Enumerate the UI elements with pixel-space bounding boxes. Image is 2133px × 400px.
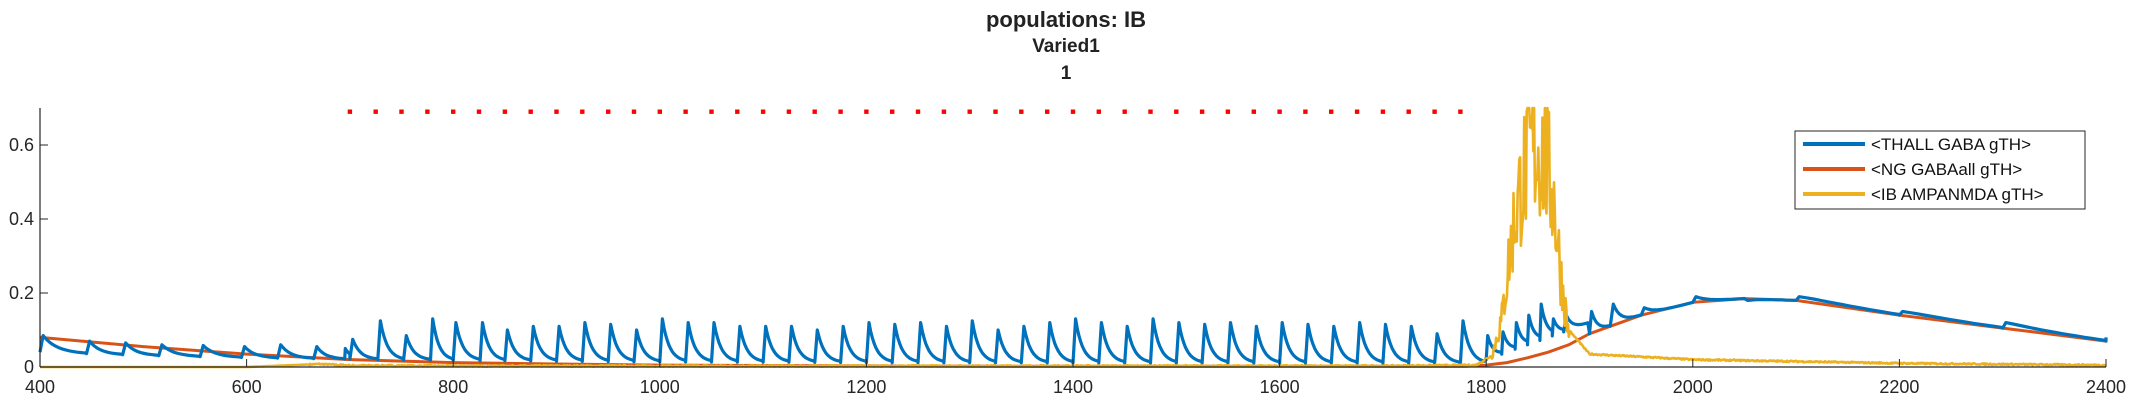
stimulus-marker [347,109,353,114]
x-tick-label: 600 [232,377,262,397]
x-tick-label: 1200 [846,377,886,397]
series-line-thall [38,295,2108,365]
stimulus-marker [760,109,766,114]
stimulus-marker [1019,109,1024,114]
stimulus-marker [915,109,921,114]
y-ticks: 0 0.2 0.4 0.6 [9,135,48,377]
legend: <THALL GABA gTH> <NG GABAall gTH> <IB AM… [1794,130,2086,210]
stimulus-marker [1303,109,1308,114]
stimulus-marker [838,109,843,114]
stimulus-marker [683,109,688,114]
stimulus-marker [1225,109,1231,114]
stimulus-marker [709,109,714,114]
axes: 400 600 800 1000 1200 1400 1600 1800 2000 2200 240… [9,108,2126,397]
stimulus-marker [1174,109,1179,114]
legend-label-ib: <IB AMPANMDA gTH> [1871,185,2044,204]
stimulus-marker [554,109,559,114]
stimulus-marker [373,109,378,114]
stimulus-marker [606,109,611,114]
stimulus-marker [1432,109,1437,114]
x-tick-label: 1800 [1466,377,1506,397]
stimulus-marker [1277,109,1282,114]
stimulus-marker [425,109,430,114]
stimulus-marker [735,109,740,114]
stimulus-marker [657,109,662,114]
chart-title: populations: IB [986,7,1146,32]
x-tick-label: 1000 [640,377,680,397]
stimulus-marker [1251,109,1256,114]
y-tick-label: 0.4 [9,209,34,229]
stimulus-marker [1122,109,1127,114]
stimulus-marker [812,109,817,114]
chart-subtitle: Varied1 [1032,36,1100,57]
stimulus-marker [786,109,792,114]
stimulus-marker [1406,109,1411,114]
legend-label-thall: <THALL GABA gTH> [1871,135,2031,154]
x-tick-label: 2200 [1879,377,1919,397]
x-tick-label: 1600 [1260,377,1300,397]
x-tick-label: 2400 [2086,377,2126,397]
stimulus-marker [476,109,482,114]
chart-subtitle-2: 1 [1061,63,1072,84]
stimulus-marker [1329,109,1334,114]
stimulus-marker [1380,109,1386,114]
y-tick-label: 0.2 [9,283,34,303]
y-tick-label: 0.6 [9,135,34,155]
stimulus-marker [993,109,998,114]
stimulus-marker [631,109,637,114]
stimulus-marker [1096,109,1101,114]
stimulus-marker [580,109,585,114]
stimulus-marker [1045,109,1050,114]
stimulus-marker [1354,109,1360,114]
x-tick-label: 800 [438,377,468,397]
stimulus-marker [967,109,972,114]
stimulus-marker [399,109,404,114]
stimulus-marker [1148,109,1153,114]
stimulus-marker [1458,109,1463,114]
y-tick-label: 0 [24,357,34,377]
stimulus-markers [347,109,1463,114]
stimulus-marker [528,109,533,114]
legend-label-ng: <NG GABAall gTH> [1871,160,2022,179]
stimulus-marker [864,109,869,114]
x-ticks: 400 600 800 1000 1200 1400 1600 1800 2000 2200 240… [25,359,2126,397]
stimulus-marker [1070,109,1076,114]
stimulus-marker [890,109,895,114]
x-tick-label: 1400 [1053,377,1093,397]
x-tick-label: 2000 [1673,377,1713,397]
stimulus-marker [941,109,947,114]
stimulus-marker [1199,109,1205,114]
stimulus-marker [451,109,456,114]
x-tick-label: 400 [25,377,55,397]
stimulus-marker [502,109,508,114]
